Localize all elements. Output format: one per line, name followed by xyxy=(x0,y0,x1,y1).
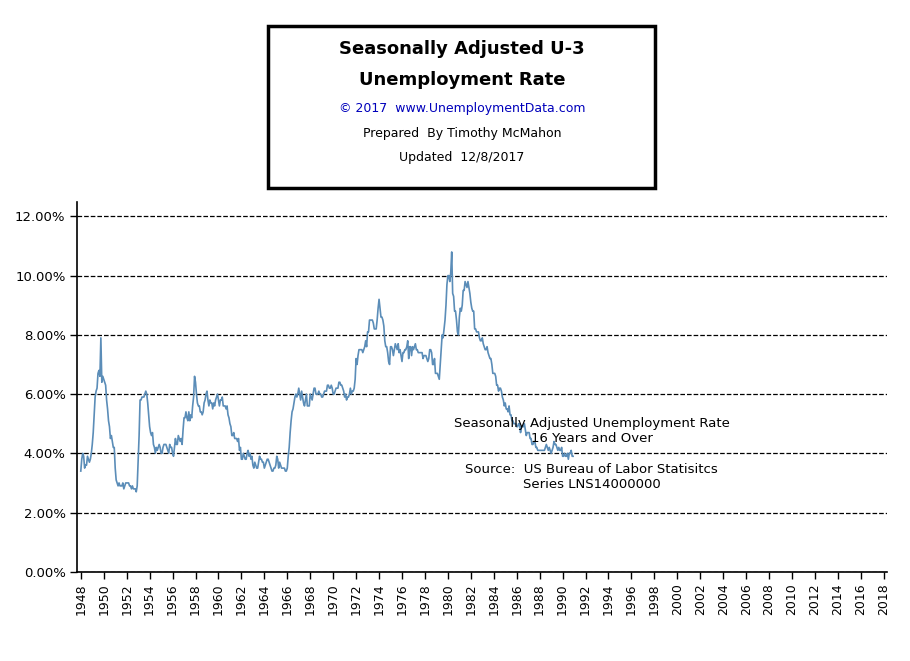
Text: © 2017  www.UnemploymentData.com: © 2017 www.UnemploymentData.com xyxy=(339,102,585,116)
Text: Unemployment Rate: Unemployment Rate xyxy=(359,71,565,89)
Text: Prepared  By Timothy McMahon: Prepared By Timothy McMahon xyxy=(362,127,561,140)
Text: Seasonally Adjusted U-3: Seasonally Adjusted U-3 xyxy=(339,40,584,58)
Text: Source:  US Bureau of Labor Statisitcs
Series LNS14000000: Source: US Bureau of Labor Statisitcs Se… xyxy=(465,463,718,491)
Text: Seasonally Adjusted Unemployment Rate
16 Years and Over: Seasonally Adjusted Unemployment Rate 16… xyxy=(454,417,730,445)
Text: Updated  12/8/2017: Updated 12/8/2017 xyxy=(399,151,524,164)
